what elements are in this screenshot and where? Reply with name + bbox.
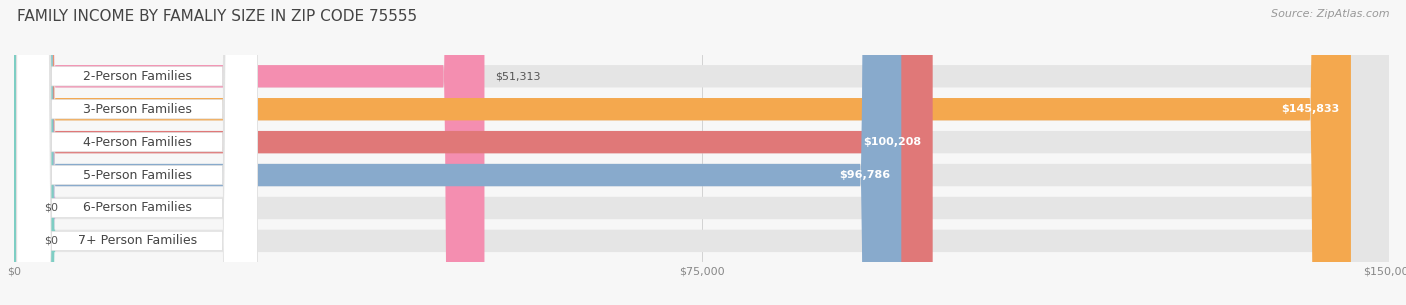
- Text: 3-Person Families: 3-Person Families: [83, 103, 191, 116]
- FancyBboxPatch shape: [14, 0, 1389, 305]
- Text: $100,208: $100,208: [863, 137, 922, 147]
- Text: 7+ Person Families: 7+ Person Families: [77, 235, 197, 247]
- Text: 6-Person Families: 6-Person Families: [83, 202, 191, 214]
- Text: Source: ZipAtlas.com: Source: ZipAtlas.com: [1271, 9, 1389, 19]
- FancyBboxPatch shape: [14, 0, 1351, 305]
- FancyBboxPatch shape: [0, 0, 55, 305]
- FancyBboxPatch shape: [14, 0, 1389, 305]
- FancyBboxPatch shape: [17, 0, 257, 305]
- FancyBboxPatch shape: [17, 0, 257, 305]
- FancyBboxPatch shape: [0, 0, 55, 305]
- Text: $145,833: $145,833: [1282, 104, 1340, 114]
- Text: $51,313: $51,313: [495, 71, 541, 81]
- Text: $0: $0: [45, 203, 58, 213]
- FancyBboxPatch shape: [17, 0, 257, 305]
- FancyBboxPatch shape: [14, 0, 1389, 305]
- FancyBboxPatch shape: [17, 0, 257, 305]
- Text: $96,786: $96,786: [839, 170, 890, 180]
- FancyBboxPatch shape: [17, 0, 257, 305]
- Text: 5-Person Families: 5-Person Families: [83, 169, 191, 181]
- FancyBboxPatch shape: [14, 0, 932, 305]
- FancyBboxPatch shape: [14, 0, 901, 305]
- Text: $0: $0: [45, 236, 58, 246]
- Text: FAMILY INCOME BY FAMALIY SIZE IN ZIP CODE 75555: FAMILY INCOME BY FAMALIY SIZE IN ZIP COD…: [17, 9, 418, 24]
- FancyBboxPatch shape: [14, 0, 1389, 305]
- FancyBboxPatch shape: [14, 0, 485, 305]
- Text: 2-Person Families: 2-Person Families: [83, 70, 191, 83]
- Text: 4-Person Families: 4-Person Families: [83, 136, 191, 149]
- FancyBboxPatch shape: [14, 0, 1389, 305]
- FancyBboxPatch shape: [14, 0, 1389, 305]
- FancyBboxPatch shape: [17, 0, 257, 305]
